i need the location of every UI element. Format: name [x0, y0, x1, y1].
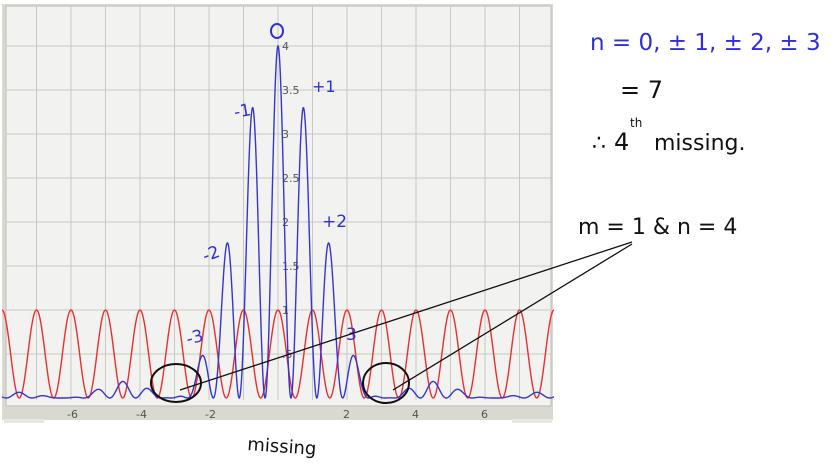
- x-tick-label: -6: [67, 408, 78, 421]
- missing-note: missing.: [654, 131, 745, 156]
- x-tick-labels: -6 -4 -2 2 4 6: [67, 408, 488, 421]
- y-tick-label: 3.5: [282, 84, 300, 97]
- x-tick-label: -2: [205, 408, 216, 421]
- n-values-note: n = 0, ± 1, ± 2, ± 3: [590, 30, 821, 56]
- y-tick-label: 1.5: [282, 260, 300, 273]
- y-tick-label: 2.5: [282, 172, 300, 185]
- therefore-symbol: ∴: [592, 131, 606, 156]
- x-tick-label: 2: [343, 408, 350, 421]
- order-plus-three-label: 3: [346, 325, 357, 345]
- y-tick-label: 1: [282, 304, 289, 317]
- m-n-note: m = 1 & n = 4: [578, 215, 737, 240]
- missing-circle-right: [362, 362, 410, 404]
- x-tick-label: -4: [136, 408, 147, 421]
- grid: [6, 6, 551, 400]
- order-minus-two-label: -2: [200, 242, 223, 267]
- x-tick-label: 6: [481, 408, 488, 421]
- scroll-left-handle[interactable]: [4, 419, 44, 423]
- y-tick-label: 4: [282, 40, 289, 53]
- pointer-line-left: [179, 241, 633, 391]
- fourth-superscript: th: [630, 116, 642, 130]
- order-minus-one-label: -1: [232, 100, 252, 123]
- red-series-line: [1, 309, 555, 399]
- x-tick-label: 4: [412, 408, 419, 421]
- order-plus-one-label: +1: [312, 77, 336, 96]
- equals-seven-note: = 7: [620, 76, 663, 104]
- scroll-right-handle[interactable]: [512, 419, 552, 423]
- missing-bottom-label: missing: [247, 434, 317, 460]
- y-tick-label: 2: [282, 216, 289, 229]
- order-minus-three-label: -3: [184, 326, 206, 350]
- y-tick-label: 3: [282, 128, 289, 141]
- order-zero-mark: [270, 23, 284, 39]
- pointer-line-right: [392, 243, 633, 391]
- fourth-number: 4: [614, 128, 629, 156]
- order-plus-two-label: +2: [322, 212, 347, 232]
- blue-series-line: [1, 44, 555, 399]
